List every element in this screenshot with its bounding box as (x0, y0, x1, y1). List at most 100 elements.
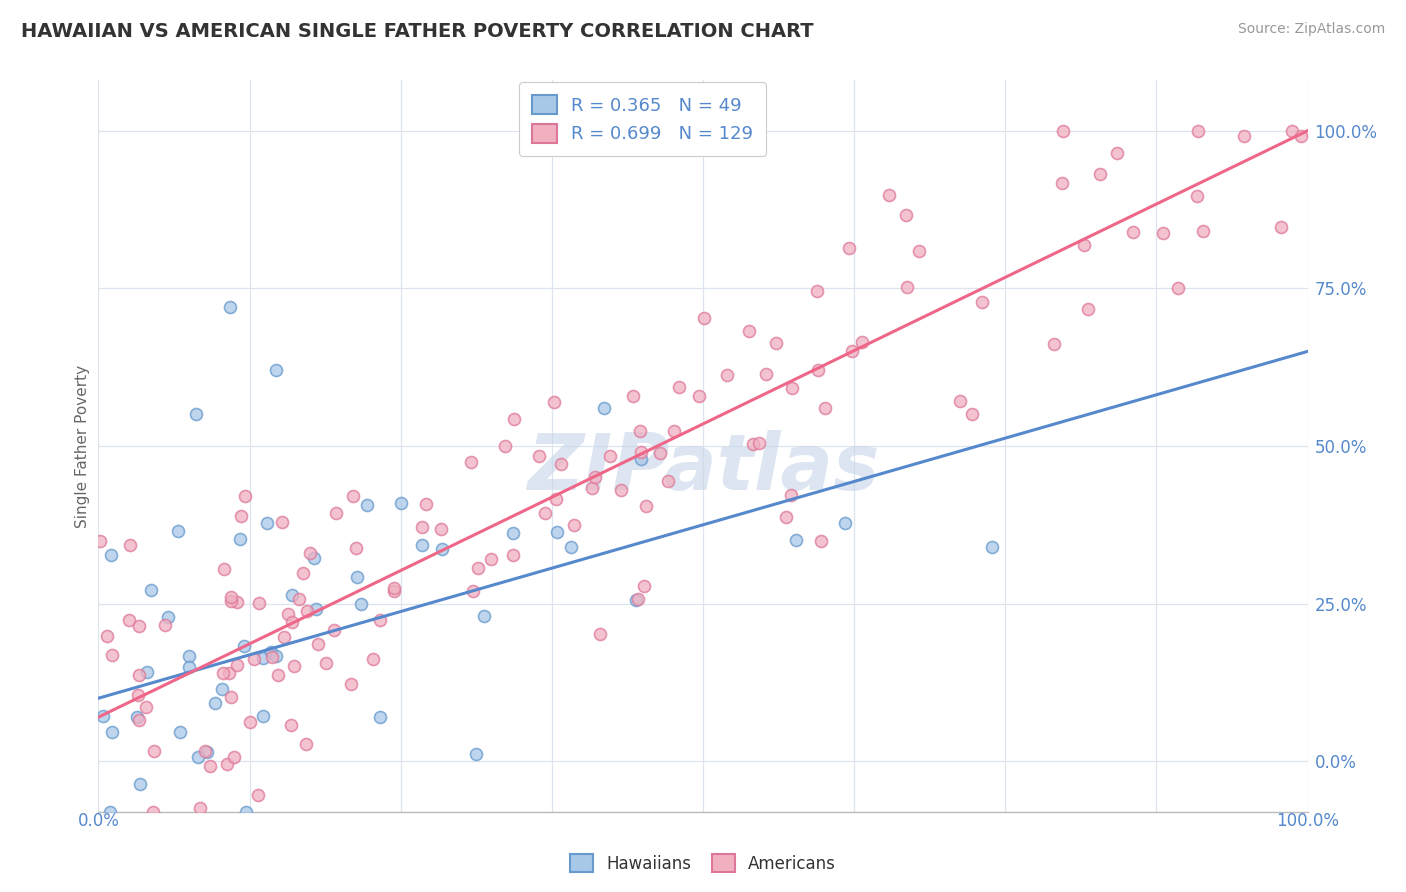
Point (91, 709, 114, 723)
Point (648, 446, 671, 460)
Point (101, 725, 124, 739)
Point (599, 449, 621, 463)
Point (780, 381, 803, 395)
Point (323, 623, 346, 637)
Point (633, 579, 655, 593)
Point (256, 516, 278, 531)
Point (195, 745, 218, 759)
Point (89, 533, 111, 548)
Point (630, 445, 652, 459)
Point (810, 533, 832, 548)
Point (350, 597, 373, 611)
Point (503, 412, 526, 426)
Point (262, 649, 284, 664)
Point (271, 515, 294, 529)
Point (370, 710, 392, 724)
Point (1077, 302, 1099, 317)
Point (562, 517, 585, 532)
Point (252, 709, 274, 723)
Point (143, 744, 166, 758)
Point (838, 241, 860, 255)
Point (153, 618, 176, 632)
Point (302, 550, 325, 565)
Point (235, 805, 257, 819)
Point (1050, 176, 1073, 190)
Point (494, 439, 516, 453)
Point (550, 458, 572, 472)
Point (972, 294, 994, 309)
Point (339, 676, 361, 690)
Point (221, 690, 243, 705)
Point (415, 497, 437, 511)
Point (389, 496, 412, 510)
Point (167, 524, 190, 538)
Point (273, 630, 295, 644)
Point (187, 750, 209, 764)
Point (1107, 145, 1129, 160)
Point (120, 538, 142, 552)
Point (118, 613, 141, 627)
Point (1270, 220, 1292, 235)
Text: Source: ZipAtlas.com: Source: ZipAtlas.com (1237, 22, 1385, 37)
Point (247, 596, 270, 610)
Point (128, 713, 150, 727)
Point (305, 602, 328, 616)
Point (543, 395, 565, 409)
Point (1052, 124, 1074, 138)
Point (128, 619, 150, 633)
Point (668, 380, 690, 394)
Point (219, 594, 242, 608)
Point (775, 510, 797, 524)
Point (179, 648, 201, 663)
Point (851, 335, 873, 350)
Point (135, 700, 157, 714)
Point (127, 688, 149, 702)
Point (368, 613, 391, 627)
Point (627, 592, 650, 607)
Legend: R = 0.365   N = 49, R = 0.699   N = 129: R = 0.365 N = 49, R = 0.699 N = 129 (519, 82, 766, 156)
Point (184, 408, 207, 422)
Point (229, 509, 252, 524)
Point (834, 516, 856, 530)
Point (315, 657, 337, 671)
Point (716, 368, 738, 382)
Point (325, 506, 347, 520)
Point (291, 566, 314, 581)
Point (546, 491, 568, 506)
Point (581, 481, 603, 495)
Point (896, 280, 918, 294)
Point (239, 715, 262, 730)
Point (411, 520, 433, 534)
Point (361, 652, 384, 666)
Point (610, 483, 633, 497)
Point (583, 470, 606, 484)
Point (246, 788, 269, 802)
Point (136, 665, 159, 679)
Point (807, 363, 830, 377)
Point (430, 523, 453, 537)
Point (628, 424, 651, 438)
Point (229, 532, 252, 546)
Point (742, 437, 765, 451)
Point (755, 367, 778, 381)
Point (738, 324, 761, 338)
Point (142, 805, 165, 819)
Point (287, 592, 309, 607)
Point (280, 615, 302, 629)
Point (214, 562, 236, 576)
Point (356, 499, 378, 513)
Point (277, 607, 299, 622)
Point (460, 455, 482, 469)
Point (877, 187, 900, 202)
Point (222, 750, 245, 764)
Point (908, 244, 931, 258)
Point (1187, 124, 1209, 138)
Point (1152, 226, 1174, 240)
Point (346, 569, 368, 583)
Point (546, 525, 568, 540)
Point (252, 651, 274, 665)
Point (299, 546, 322, 560)
Point (467, 561, 489, 575)
Point (226, 594, 249, 608)
Point (1192, 224, 1215, 238)
